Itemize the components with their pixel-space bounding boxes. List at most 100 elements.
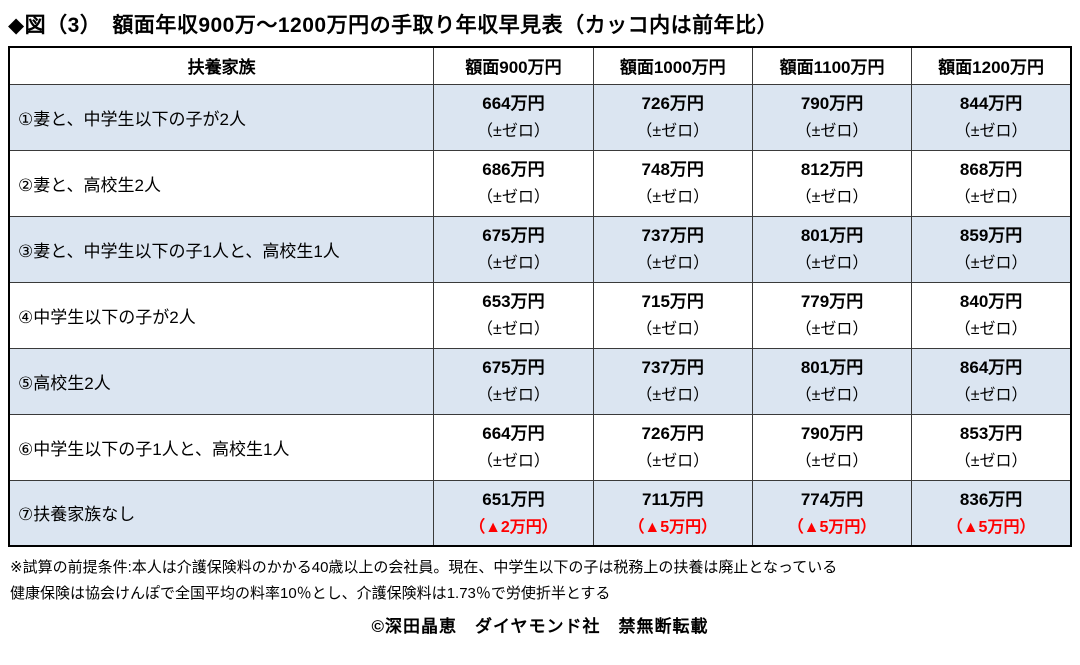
net-income-value: 790万円 bbox=[800, 424, 864, 443]
table-row: ③妻と、中学生以下の子1人と、高校生1人 675万円 （±ゼロ） 737万円 （… bbox=[8, 215, 1072, 283]
value-cell: 790万円 （±ゼロ） bbox=[751, 413, 913, 481]
yoy-delta: （±ゼロ） bbox=[636, 123, 710, 140]
yoy-delta: （±ゼロ） bbox=[795, 387, 869, 404]
table-row: ⑦扶養家族なし 651万円 （▲2万円） 711万円 （▲5万円） 774万円 … bbox=[8, 479, 1072, 547]
net-income-value: 664万円 bbox=[482, 94, 545, 113]
net-income-table: 扶養家族 額面900万円 額面1000万円 額面1100万円 額面1200万円 … bbox=[8, 46, 1072, 547]
net-income-value: 779万円 bbox=[800, 292, 864, 311]
value-cell: 664万円 （±ゼロ） bbox=[433, 413, 594, 481]
copyright-line: ©深田晶恵 ダイヤモンド社 禁無断転載 bbox=[371, 617, 709, 636]
value-cell: 801万円 （±ゼロ） bbox=[751, 347, 913, 415]
net-income-value: 844万円 bbox=[959, 94, 1023, 113]
value-cell: 726万円 （±ゼロ） bbox=[592, 83, 753, 151]
footnotes: ※試算の前提条件:本人は介護保険料のかかる40歳以上の会社員。現在、中学生以下の… bbox=[10, 555, 1080, 607]
net-income-value: 812万円 bbox=[800, 160, 864, 179]
net-income-value: 859万円 bbox=[959, 226, 1023, 245]
net-income-value: 774万円 bbox=[800, 489, 864, 509]
table-row: ①妻と、中学生以下の子が2人 664万円 （±ゼロ） 726万円 （±ゼロ） 7… bbox=[8, 83, 1072, 151]
row-label: ③妻と、中学生以下の子1人と、高校生1人 bbox=[8, 215, 435, 283]
table-row: ④中学生以下の子が2人 653万円 （±ゼロ） 715万円 （±ゼロ） 779万… bbox=[8, 281, 1072, 349]
yoy-delta: （±ゼロ） bbox=[636, 255, 710, 272]
net-income-value: 711万円 bbox=[642, 489, 704, 509]
value-cell: 737万円 （±ゼロ） bbox=[592, 347, 753, 415]
yoy-delta-negative: （▲5万円） bbox=[946, 518, 1036, 536]
net-income-value: 686万円 bbox=[482, 160, 545, 179]
yoy-delta: （±ゼロ） bbox=[954, 453, 1028, 470]
value-cell: 686万円 （±ゼロ） bbox=[433, 149, 594, 217]
yoy-delta: （±ゼロ） bbox=[795, 189, 869, 206]
value-cell: 779万円 （±ゼロ） bbox=[751, 281, 913, 349]
value-cell: 853万円 （±ゼロ） bbox=[911, 413, 1072, 481]
figure-title: ◆図（3） 額面年収900万～1200万円の手取り年収早見表（カッコ内は前年比） bbox=[8, 14, 779, 37]
footnote-line-1: ※試算の前提条件:本人は介護保険料のかかる40歳以上の会社員。現在、中学生以下の… bbox=[10, 559, 838, 576]
yoy-delta-negative: （▲5万円） bbox=[787, 518, 877, 536]
net-income-value: 651万円 bbox=[482, 489, 545, 509]
value-cell: 737万円 （±ゼロ） bbox=[592, 215, 753, 283]
yoy-delta: （±ゼロ） bbox=[636, 453, 710, 470]
net-income-value: 675万円 bbox=[482, 226, 545, 245]
row-label: ⑥中学生以下の子1人と、高校生1人 bbox=[8, 413, 435, 481]
col-header-1000: 額面1000万円 bbox=[592, 46, 753, 85]
value-cell: 801万円 （±ゼロ） bbox=[751, 215, 913, 283]
net-income-value: 790万円 bbox=[800, 94, 864, 113]
net-income-value: 868万円 bbox=[959, 160, 1023, 179]
value-cell: 864万円 （±ゼロ） bbox=[911, 347, 1072, 415]
yoy-delta: （±ゼロ） bbox=[477, 189, 550, 206]
row-label: ④中学生以下の子が2人 bbox=[8, 281, 435, 349]
value-cell: 840万円 （±ゼロ） bbox=[911, 281, 1072, 349]
row-label: ①妻と、中学生以下の子が2人 bbox=[8, 83, 435, 151]
value-cell: 675万円 （±ゼロ） bbox=[433, 347, 594, 415]
table-row: ②妻と、高校生2人 686万円 （±ゼロ） 748万円 （±ゼロ） 812万円 … bbox=[8, 149, 1072, 217]
net-income-value: 748万円 bbox=[641, 160, 704, 179]
row-label: ⑦扶養家族なし bbox=[8, 479, 435, 547]
table-row: ⑤高校生2人 675万円 （±ゼロ） 737万円 （±ゼロ） 801万円 （±ゼ… bbox=[8, 347, 1072, 415]
value-cell: 836万円 （▲5万円） bbox=[911, 479, 1072, 547]
net-income-value: 653万円 bbox=[482, 292, 545, 311]
col-header-dependents: 扶養家族 bbox=[8, 46, 435, 85]
row-label: ②妻と、高校生2人 bbox=[8, 149, 435, 217]
yoy-delta-negative: （▲2万円） bbox=[469, 518, 558, 536]
net-income-value: 726万円 bbox=[641, 94, 704, 113]
value-cell: 711万円 （▲5万円） bbox=[592, 479, 753, 547]
value-cell: 844万円 （±ゼロ） bbox=[911, 83, 1072, 151]
value-cell: 715万円 （±ゼロ） bbox=[592, 281, 753, 349]
value-cell: 774万円 （▲5万円） bbox=[751, 479, 913, 547]
footnote-line-2: 健康保険は協会けんぽで全国平均の料率10％とし、介護保険料は1.73％で労使折半… bbox=[10, 585, 611, 602]
net-income-value: 840万円 bbox=[959, 292, 1023, 311]
header-row: 扶養家族 額面900万円 額面1000万円 額面1100万円 額面1200万円 bbox=[8, 46, 1072, 85]
value-cell: 675万円 （±ゼロ） bbox=[433, 215, 594, 283]
value-cell: 664万円 （±ゼロ） bbox=[433, 83, 594, 151]
yoy-delta: （±ゼロ） bbox=[795, 453, 869, 470]
net-income-value: 726万円 bbox=[641, 424, 704, 443]
net-income-value: 737万円 bbox=[641, 358, 704, 377]
yoy-delta: （±ゼロ） bbox=[795, 255, 869, 272]
net-income-value: 836万円 bbox=[959, 489, 1023, 509]
col-header-1100: 額面1100万円 bbox=[751, 46, 913, 85]
net-income-value: 675万円 bbox=[482, 358, 545, 377]
yoy-delta-negative: （▲5万円） bbox=[628, 518, 718, 536]
yoy-delta: （±ゼロ） bbox=[954, 255, 1028, 272]
yoy-delta: （±ゼロ） bbox=[954, 123, 1028, 140]
net-income-value: 801万円 bbox=[800, 226, 864, 245]
table-row: ⑥中学生以下の子1人と、高校生1人 664万円 （±ゼロ） 726万円 （±ゼロ… bbox=[8, 413, 1072, 481]
yoy-delta: （±ゼロ） bbox=[477, 123, 550, 140]
col-header-900: 額面900万円 bbox=[433, 46, 594, 85]
value-cell: 651万円 （▲2万円） bbox=[433, 479, 594, 547]
value-cell: 790万円 （±ゼロ） bbox=[751, 83, 913, 151]
net-income-value: 715万円 bbox=[641, 292, 704, 311]
value-cell: 653万円 （±ゼロ） bbox=[433, 281, 594, 349]
value-cell: 812万円 （±ゼロ） bbox=[751, 149, 913, 217]
value-cell: 748万円 （±ゼロ） bbox=[592, 149, 753, 217]
yoy-delta: （±ゼロ） bbox=[954, 321, 1028, 338]
value-cell: 859万円 （±ゼロ） bbox=[911, 215, 1072, 283]
col-header-1200: 額面1200万円 bbox=[911, 46, 1072, 85]
yoy-delta: （±ゼロ） bbox=[477, 321, 550, 338]
yoy-delta: （±ゼロ） bbox=[477, 255, 550, 272]
net-income-value: 853万円 bbox=[959, 424, 1023, 443]
yoy-delta: （±ゼロ） bbox=[477, 453, 550, 470]
net-income-value: 864万円 bbox=[959, 358, 1023, 377]
yoy-delta: （±ゼロ） bbox=[636, 321, 710, 338]
value-cell: 726万円 （±ゼロ） bbox=[592, 413, 753, 481]
yoy-delta: （±ゼロ） bbox=[477, 387, 550, 404]
